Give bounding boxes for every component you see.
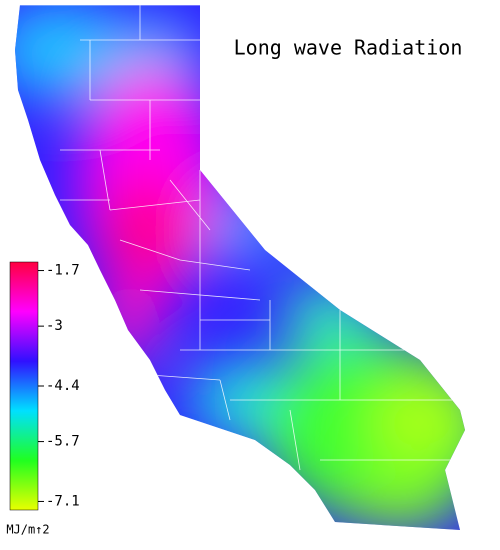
colorbar-tick-label: -3 [46,318,63,334]
colorbar-tick-label: -4.4 [46,378,80,394]
map-title: Long wave Radiation [234,36,463,60]
colorbar-tick-label: -7.1 [46,493,80,509]
colorbar-tick-label: -5.7 [46,434,80,450]
colorbar-unit: MJ/m↑2 [6,523,49,537]
colorbar [9,261,39,511]
colorbar-tick-label: -1.7 [46,263,80,279]
